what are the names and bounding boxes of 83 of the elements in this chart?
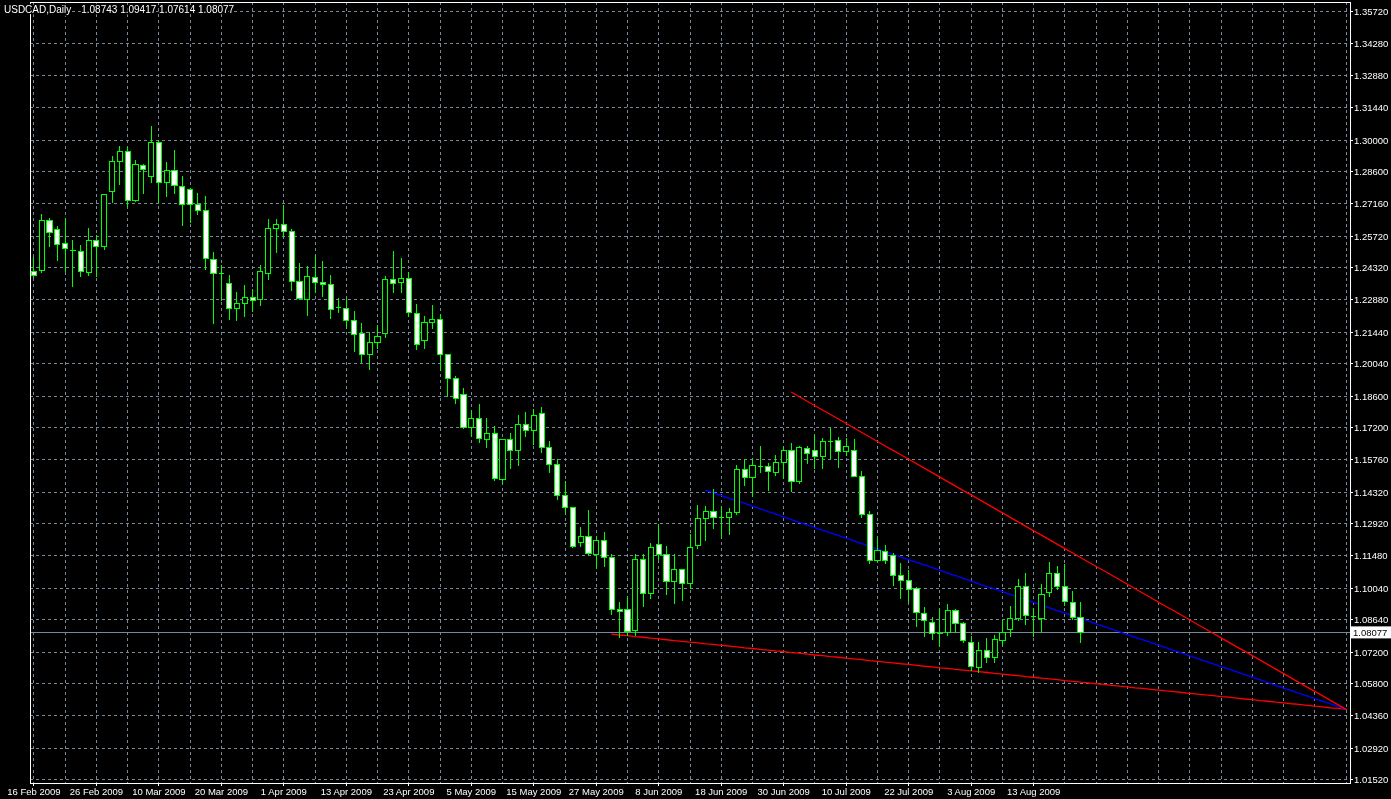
y-tick-label: 1.14320 — [1354, 486, 1389, 498]
y-tick-label: 1.01520 — [1354, 774, 1389, 786]
y-tick-label: 1.22880 — [1354, 294, 1389, 306]
y-tick-label: 1.12920 — [1354, 518, 1389, 530]
candlestick — [69, 239, 77, 288]
candlestick — [772, 454, 779, 477]
y-tick-label: 1.27160 — [1354, 198, 1389, 210]
x-tick-label: 10 Mar 2009 — [132, 786, 186, 797]
x-tick-label: 20 Mar 2009 — [194, 786, 249, 797]
x-tick-label: 13 Apr 2009 — [320, 786, 372, 797]
y-tick-label: 1.04360 — [1354, 710, 1389, 722]
y-tick-label: 1.10040 — [1354, 582, 1389, 594]
candlestick — [226, 274, 233, 321]
x-tick-label: 10 Jul 2009 — [821, 786, 871, 797]
x-tick-label: 26 Feb 2009 — [69, 786, 124, 797]
candlestick — [210, 251, 217, 325]
candlestick — [601, 531, 608, 568]
candlestick — [686, 533, 694, 590]
y-tick-label: 1.35720 — [1354, 6, 1389, 18]
chart-subtitle: 1.08743 1.09417 1.07614 1.08077 — [81, 4, 235, 15]
x-tick-label: 22 Jul 2009 — [884, 786, 934, 797]
candlestick — [1030, 607, 1037, 638]
x-tick-label: 18 Jun 2009 — [695, 786, 748, 797]
y-tick-label: 1.07200 — [1354, 646, 1389, 658]
y-tick-label: 1.25720 — [1354, 230, 1389, 242]
candlestick — [819, 437, 826, 470]
x-tick-label: 5 May 2009 — [446, 786, 497, 797]
candlestick — [811, 434, 819, 470]
y-tick-label: 1.34280 — [1354, 38, 1389, 50]
candlestick — [1022, 572, 1029, 626]
candlestick — [561, 480, 569, 515]
candlestick — [647, 542, 655, 600]
candlestick — [1038, 583, 1045, 633]
candlestick — [968, 635, 975, 672]
candlestick — [929, 616, 936, 641]
x-tick-label: 23 Apr 2009 — [383, 786, 435, 797]
x-tick-label: 8 Jun 2009 — [635, 786, 683, 797]
candlestick — [850, 438, 858, 478]
candlestick — [765, 462, 772, 492]
y-tick-label: 1.17200 — [1354, 422, 1389, 434]
y-tick-label: 1.32880 — [1354, 69, 1389, 81]
candlestick — [147, 125, 155, 184]
candlestick — [358, 322, 366, 364]
y-tick-label: 1.21440 — [1354, 326, 1389, 338]
y-tick-label: 1.28600 — [1354, 166, 1389, 178]
candlestick — [436, 313, 444, 372]
y-tick-label: 1.15760 — [1354, 454, 1389, 466]
candlestick — [1007, 605, 1014, 638]
candlestick — [522, 411, 530, 438]
candlestick — [397, 257, 405, 294]
candlestick — [108, 155, 116, 204]
candlestick — [202, 195, 209, 271]
candlestick — [335, 297, 342, 314]
y-tick-label: 1.02920 — [1354, 742, 1389, 754]
candlestick — [725, 507, 733, 536]
x-tick-label: 27 May 2009 — [568, 786, 624, 797]
x-tick-label: 3 Aug 2009 — [947, 786, 996, 797]
candlestick — [272, 218, 280, 254]
candlestick — [233, 291, 241, 322]
candlestick — [483, 417, 490, 449]
y-tick-label: 1.20040 — [1354, 358, 1389, 370]
candlestick — [936, 608, 944, 648]
candlestick — [757, 445, 764, 474]
y-tick-label: 1.24320 — [1354, 262, 1389, 274]
candlestick — [890, 552, 897, 587]
candlestick — [405, 271, 412, 318]
candlestick — [975, 641, 983, 674]
y-tick-label: 1.11480 — [1354, 550, 1388, 562]
y-tick-label: 1.30000 — [1354, 134, 1389, 146]
y-tick-label: 1.08640 — [1354, 614, 1389, 626]
candlestick — [827, 427, 834, 460]
candlestick — [218, 264, 225, 302]
x-tick-label: 15 May 2009 — [506, 786, 562, 797]
x-tick-label: 30 Jun 2009 — [757, 786, 810, 797]
candlestick — [194, 192, 202, 216]
y-tick-label: 1.18600 — [1354, 390, 1389, 402]
x-tick-label: 13 Aug 2009 — [1006, 786, 1061, 797]
y-tick-label: 1.31440 — [1354, 102, 1389, 114]
candlestick — [718, 505, 725, 539]
candlestick — [1014, 578, 1022, 622]
y-tick-label: 1.05800 — [1354, 678, 1389, 690]
x-tick-label: 16 Feb 2009 — [7, 786, 61, 797]
x-tick-label: 1 Apr 2009 — [260, 786, 307, 797]
